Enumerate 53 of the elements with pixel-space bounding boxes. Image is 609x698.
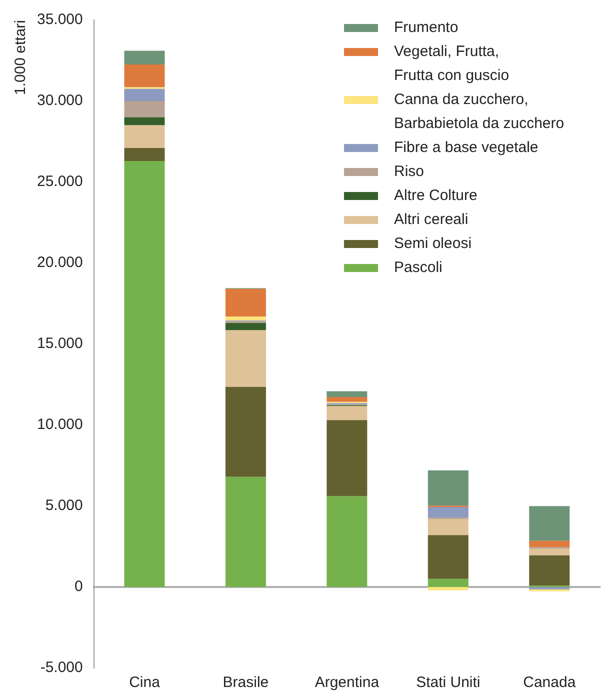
bar bbox=[428, 518, 468, 536]
bar bbox=[124, 125, 165, 148]
y-tick-label: 30.000 bbox=[36, 92, 83, 110]
x-tick-label: Cina bbox=[129, 674, 161, 692]
bar bbox=[428, 587, 468, 590]
bar bbox=[428, 470, 468, 506]
bar bbox=[326, 391, 368, 397]
bar bbox=[124, 117, 165, 126]
legend-label: Riso bbox=[394, 162, 426, 182]
bar bbox=[225, 330, 266, 387]
bar bbox=[326, 420, 368, 496]
bar bbox=[124, 64, 165, 88]
legend-label: Canna da zucchero, Barbabietola da zucchero bbox=[394, 90, 566, 134]
bar bbox=[529, 548, 570, 556]
y-tick-label: 25.000 bbox=[36, 173, 83, 190]
bar bbox=[529, 555, 570, 586]
legend-label: Semi oleosi bbox=[394, 234, 473, 254]
bar bbox=[124, 160, 165, 587]
bar bbox=[225, 288, 266, 316]
y-tick-label: 5.000 bbox=[45, 497, 83, 514]
x-tick-label: Brasile bbox=[222, 674, 269, 692]
bar bbox=[225, 476, 266, 587]
bar bbox=[124, 88, 165, 101]
legend-label: Altre Colture bbox=[394, 186, 478, 206]
y-tick-label: 35.000 bbox=[36, 11, 83, 28]
bar bbox=[124, 101, 165, 118]
x-tick-label: Stati Uniti bbox=[416, 674, 480, 692]
x-tick-label: Canada bbox=[523, 674, 576, 692]
bar bbox=[428, 578, 468, 587]
bar bbox=[326, 406, 368, 420]
y-tick-label: -5.000 bbox=[40, 659, 83, 676]
bar bbox=[428, 506, 468, 518]
legend-label: Fibre a base vegetale bbox=[394, 138, 540, 158]
bar bbox=[529, 506, 570, 541]
bar bbox=[428, 535, 468, 579]
bar bbox=[225, 386, 266, 477]
y-axis-title: 1.000 ettari bbox=[12, 20, 30, 96]
bar bbox=[124, 50, 165, 65]
bar bbox=[225, 322, 266, 330]
y-tick-label: 15.000 bbox=[36, 335, 83, 352]
legend-label: Frumento bbox=[394, 18, 460, 38]
bar bbox=[326, 496, 368, 587]
y-tick-label: 20.000 bbox=[36, 254, 83, 272]
bar bbox=[326, 396, 368, 402]
y-tick-label: 0 bbox=[74, 578, 83, 596]
legend-label: Vegetali, Frutta, Frutta con guscio bbox=[394, 42, 510, 86]
bar bbox=[529, 540, 570, 548]
y-tick-label: 10.000 bbox=[36, 416, 83, 434]
bar bbox=[124, 148, 165, 161]
x-tick-label: Argentina bbox=[314, 674, 380, 692]
bar bbox=[225, 316, 266, 321]
legend-label: Altri cereali bbox=[394, 210, 470, 230]
legend-label: Pascoli bbox=[394, 258, 444, 278]
